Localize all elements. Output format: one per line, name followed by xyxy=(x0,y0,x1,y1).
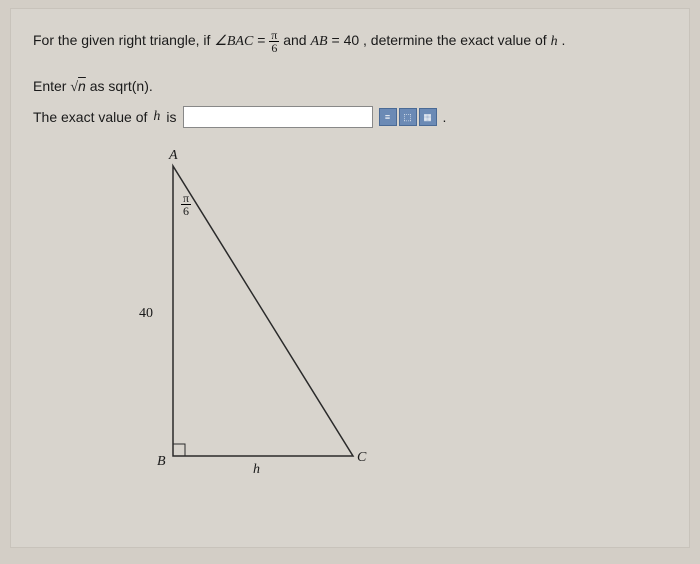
fraction-pi-6: π 6 xyxy=(269,29,279,54)
vertex-B: B xyxy=(157,454,166,470)
question-text: For the given right triangle, if ∠BAC = … xyxy=(33,29,667,54)
equation-tool-icon[interactable]: ≡ xyxy=(379,108,397,126)
tool-icons: ≡ ⬚ ▦ xyxy=(379,108,437,126)
angle-label: π 6 xyxy=(181,192,191,217)
frac-den: 6 xyxy=(269,42,279,54)
inst-prefix: Enter xyxy=(33,78,70,94)
vertex-C: C xyxy=(357,450,366,466)
answer-row: The exact value of h is ≡ ⬚ ▦ . xyxy=(33,106,667,128)
triangle-diagram: A B C 40 h π 6 xyxy=(113,156,413,496)
angle-den: 6 xyxy=(181,205,191,217)
triangle-shape xyxy=(173,166,353,456)
inst-suffix: as sqrt(n). xyxy=(90,78,153,94)
grid-tool-icon[interactable]: ▦ xyxy=(419,108,437,126)
sqrt-symbol: √ xyxy=(70,80,78,95)
ans-var: h xyxy=(153,109,160,125)
vertex-A: A xyxy=(169,148,178,164)
eq2: = xyxy=(331,32,343,48)
angle-BAC: ∠BAC xyxy=(214,34,253,49)
q-mid: and xyxy=(283,32,310,48)
side-ab-label: 40 xyxy=(139,306,153,322)
q-end: . xyxy=(561,32,565,48)
side-value: 40 xyxy=(344,32,360,48)
problem-container: For the given right triangle, if ∠BAC = … xyxy=(10,8,690,548)
eq1: = xyxy=(257,32,269,48)
side-bc-label: h xyxy=(253,462,260,478)
var-h: h xyxy=(551,34,558,49)
instruction-text: Enter √n as sqrt(n). xyxy=(33,78,667,96)
ans-prefix: The exact value of xyxy=(33,109,147,125)
right-angle-mark xyxy=(173,444,185,456)
answer-input[interactable] xyxy=(183,106,373,128)
ans-suffix: is xyxy=(166,109,176,125)
side-AB: AB xyxy=(310,34,327,49)
q-prefix: For the given right triangle, if xyxy=(33,32,214,48)
sqrt-arg: n xyxy=(78,78,86,94)
triangle-svg xyxy=(113,156,413,496)
ans-period: . xyxy=(443,109,447,125)
template-tool-icon[interactable]: ⬚ xyxy=(399,108,417,126)
q-suffix: , determine the exact value of xyxy=(363,32,551,48)
